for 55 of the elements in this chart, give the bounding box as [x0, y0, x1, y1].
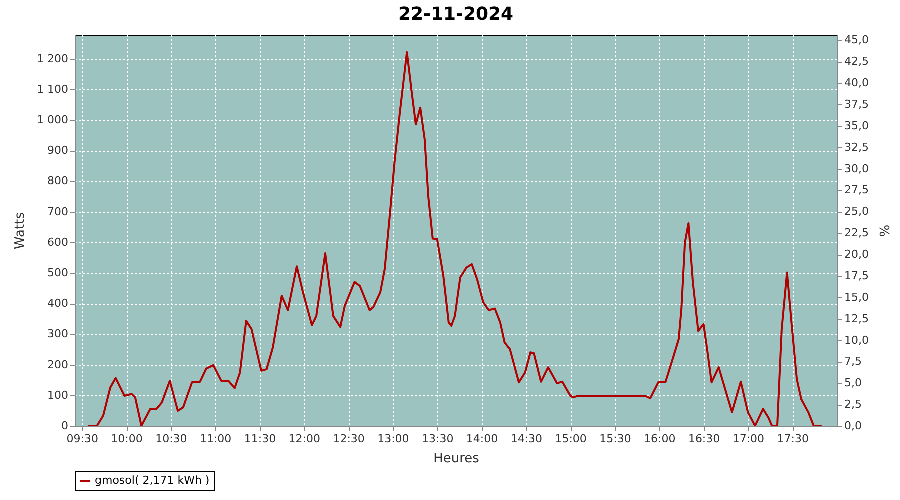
y-tick-label: 600: [48, 236, 68, 249]
y-tick-label: 500: [48, 266, 68, 280]
y2-tick-label: 17,5: [844, 269, 869, 282]
x-tick-label: 13:30: [422, 432, 454, 446]
x-tick-label: 14:00: [466, 432, 498, 446]
y2-tick-label: 40,0: [844, 76, 869, 90]
y2-tick-label: 7,5: [844, 355, 862, 368]
x-tick-label: 17:30: [777, 432, 809, 446]
y2-tick-label: 10,0: [844, 334, 869, 347]
x-tick-label: 10:00: [111, 432, 143, 446]
y2-tick-label: 22,5: [844, 226, 869, 240]
x-tick-label: 17:00: [732, 432, 765, 446]
x-tick-label: 09:30: [66, 432, 98, 446]
y-tick-label: 700: [48, 205, 68, 218]
x-tick-label: 14:30: [510, 432, 543, 446]
y2-tick-label: 32,5: [844, 140, 869, 154]
x-tick-label: 12:30: [333, 432, 365, 446]
x-tick-label: 16:30: [688, 432, 720, 446]
x-tick-label: 15:30: [600, 432, 632, 446]
y2-tick-label: 27,5: [844, 184, 869, 197]
x-axis-title: Heures: [434, 452, 480, 466]
y2-tick-label: 5,0: [844, 376, 862, 390]
y2-tick-label: 2,5: [844, 398, 862, 412]
chart-title: 22-11-2024: [398, 4, 514, 26]
x-tick-label: 15:00: [555, 432, 587, 446]
x-tick-label: 11:00: [200, 432, 232, 446]
x-tick-label: 11:30: [244, 432, 276, 446]
y2-axis-title: %: [876, 224, 891, 238]
y2-tick-label: 35,0: [844, 119, 869, 132]
x-tick-label: 13:00: [378, 432, 410, 446]
y2-tick-label: 45,0: [844, 34, 869, 47]
y2-tick-label: 30,0: [844, 162, 869, 176]
y2-tick-label: 20,0: [844, 248, 869, 262]
y-tick-label: 1 100: [37, 82, 68, 96]
y2-tick-label: 37,5: [844, 98, 869, 111]
y-tick-label: 300: [48, 328, 68, 341]
y-tick-label: 1 200: [37, 52, 68, 66]
y2-tick-label: 42,5: [844, 55, 869, 68]
legend-label: gmosol( 2,171 kWh ): [95, 474, 210, 487]
y2-tick-label: 12,5: [844, 312, 869, 326]
y-tick-label: 100: [48, 388, 68, 402]
x-tick-label: 12:00: [288, 432, 320, 446]
y-tick-label: 900: [48, 144, 68, 158]
y2-tick-label: 25,0: [844, 205, 869, 218]
line-series: [87, 51, 823, 426]
y-tick-label: 1 000: [37, 114, 68, 127]
y-tick-label: 0: [62, 420, 68, 432]
y2-tick-label: 0,0: [844, 420, 862, 432]
y-tick-label: 800: [48, 174, 68, 188]
y-tick-label: 200: [48, 358, 68, 372]
y-axis-title: Watts: [13, 212, 28, 250]
x-tick-label: 10:30: [156, 432, 188, 446]
y2-tick-label: 15,0: [844, 290, 869, 304]
y-tick-label: 400: [48, 297, 68, 310]
x-tick-label: 16:00: [644, 432, 676, 446]
